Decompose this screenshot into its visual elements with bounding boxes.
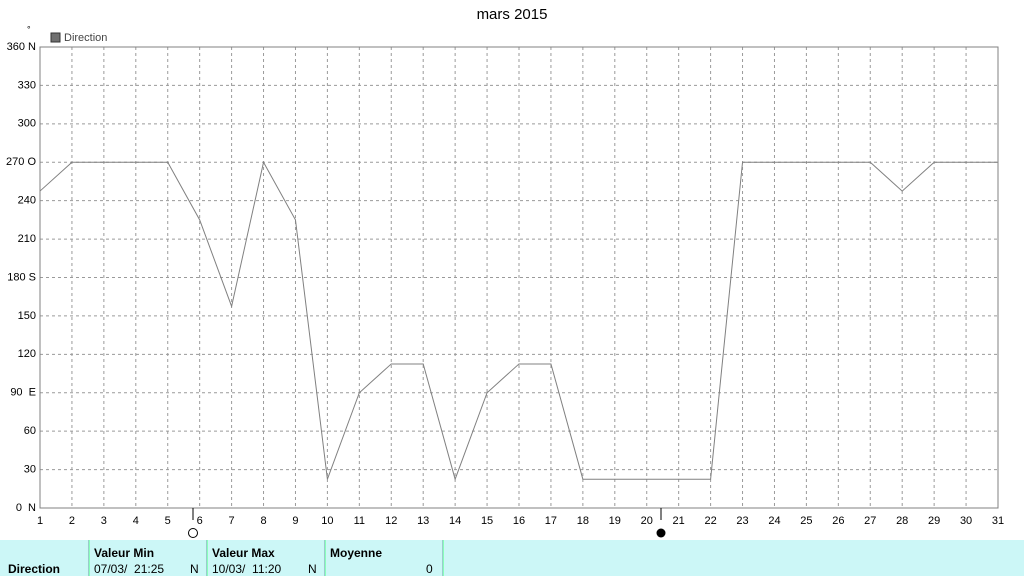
x-tick-label: 7 [229, 515, 235, 527]
y-tick-label: 0 N [16, 502, 36, 514]
y-tick-label: 90 E [10, 387, 36, 399]
max-value: N [308, 562, 317, 576]
y-tick-label: 210 [18, 233, 36, 245]
legend-swatch [50, 32, 61, 43]
x-tick-label: 16 [513, 515, 525, 527]
x-tick-label: 4 [133, 515, 139, 527]
legend-label: Direction [64, 32, 107, 44]
x-tick-label: 13 [417, 515, 429, 527]
x-tick-label: 30 [960, 515, 972, 527]
separator [442, 540, 444, 576]
min-date: 07/03/ 21:25 [94, 562, 165, 576]
y-tick-label: 360 N [7, 41, 36, 53]
x-tick-label: 8 [260, 515, 266, 527]
x-tick-label: 11 [354, 515, 365, 527]
x-tick-label: 27 [864, 515, 876, 527]
y-tick-label: 330 [18, 79, 36, 91]
x-tick-label: 17 [545, 515, 557, 527]
x-tick-label: 28 [896, 515, 908, 527]
chart-title: mars 2015 [477, 6, 548, 23]
x-tick-label: 10 [321, 515, 333, 527]
x-tick-label: 24 [768, 515, 780, 527]
x-tick-label: 31 [992, 515, 1004, 527]
separator [88, 540, 90, 576]
col-header: Valeur Min [94, 546, 155, 560]
x-tick-label: 9 [292, 515, 298, 527]
stats-table: Direction Valeur Min 07/03/ 21:25 N Vale… [0, 540, 1024, 576]
plot-frame [39, 46, 999, 509]
y-tick-label: 120 [18, 348, 36, 360]
y-tick-label: 60 [24, 425, 36, 437]
x-tick-label: 6 [197, 515, 203, 527]
y-tick-label: 180 S [7, 271, 36, 283]
min-value: N [190, 562, 199, 576]
separator [206, 540, 208, 576]
x-tick-label: 19 [609, 515, 621, 527]
separator [324, 540, 326, 576]
max-date: 10/03/ 11:20 [212, 562, 282, 576]
new-moon-icon [656, 528, 666, 538]
full-moon-icon [188, 528, 198, 538]
x-tick-label: 1 [37, 515, 43, 527]
y-tick-label: 300 [18, 118, 36, 130]
y-tick-label: 270 O [6, 156, 36, 168]
data-line [39, 160, 998, 481]
y-tick-label: 240 [18, 195, 36, 207]
x-tick-label: 20 [641, 515, 653, 527]
x-tick-label: 12 [385, 515, 397, 527]
y-unit: ° [27, 24, 31, 34]
x-tick-label: 2 [69, 515, 75, 527]
x-tick-label: 18 [577, 515, 589, 527]
x-tick-label: 25 [800, 515, 812, 527]
x-tick-label: 15 [481, 515, 493, 527]
mean-value: 0 [426, 562, 433, 576]
x-tick-label: 23 [736, 515, 748, 527]
x-tick-label: 22 [704, 515, 716, 527]
x-tick-label: 29 [928, 515, 940, 527]
x-tick-label: 14 [449, 515, 461, 527]
row-label: Direction [8, 562, 61, 576]
col-header: Valeur Max [212, 546, 275, 560]
x-tick-label: 26 [832, 515, 844, 527]
y-tick-label: 30 [24, 463, 36, 475]
x-tick-label: 3 [101, 515, 107, 527]
x-tick-label: 21 [673, 515, 685, 527]
y-tick-label: 150 [18, 310, 36, 322]
x-tick-label: 5 [165, 515, 171, 527]
col-header: Moyenne [330, 546, 383, 560]
